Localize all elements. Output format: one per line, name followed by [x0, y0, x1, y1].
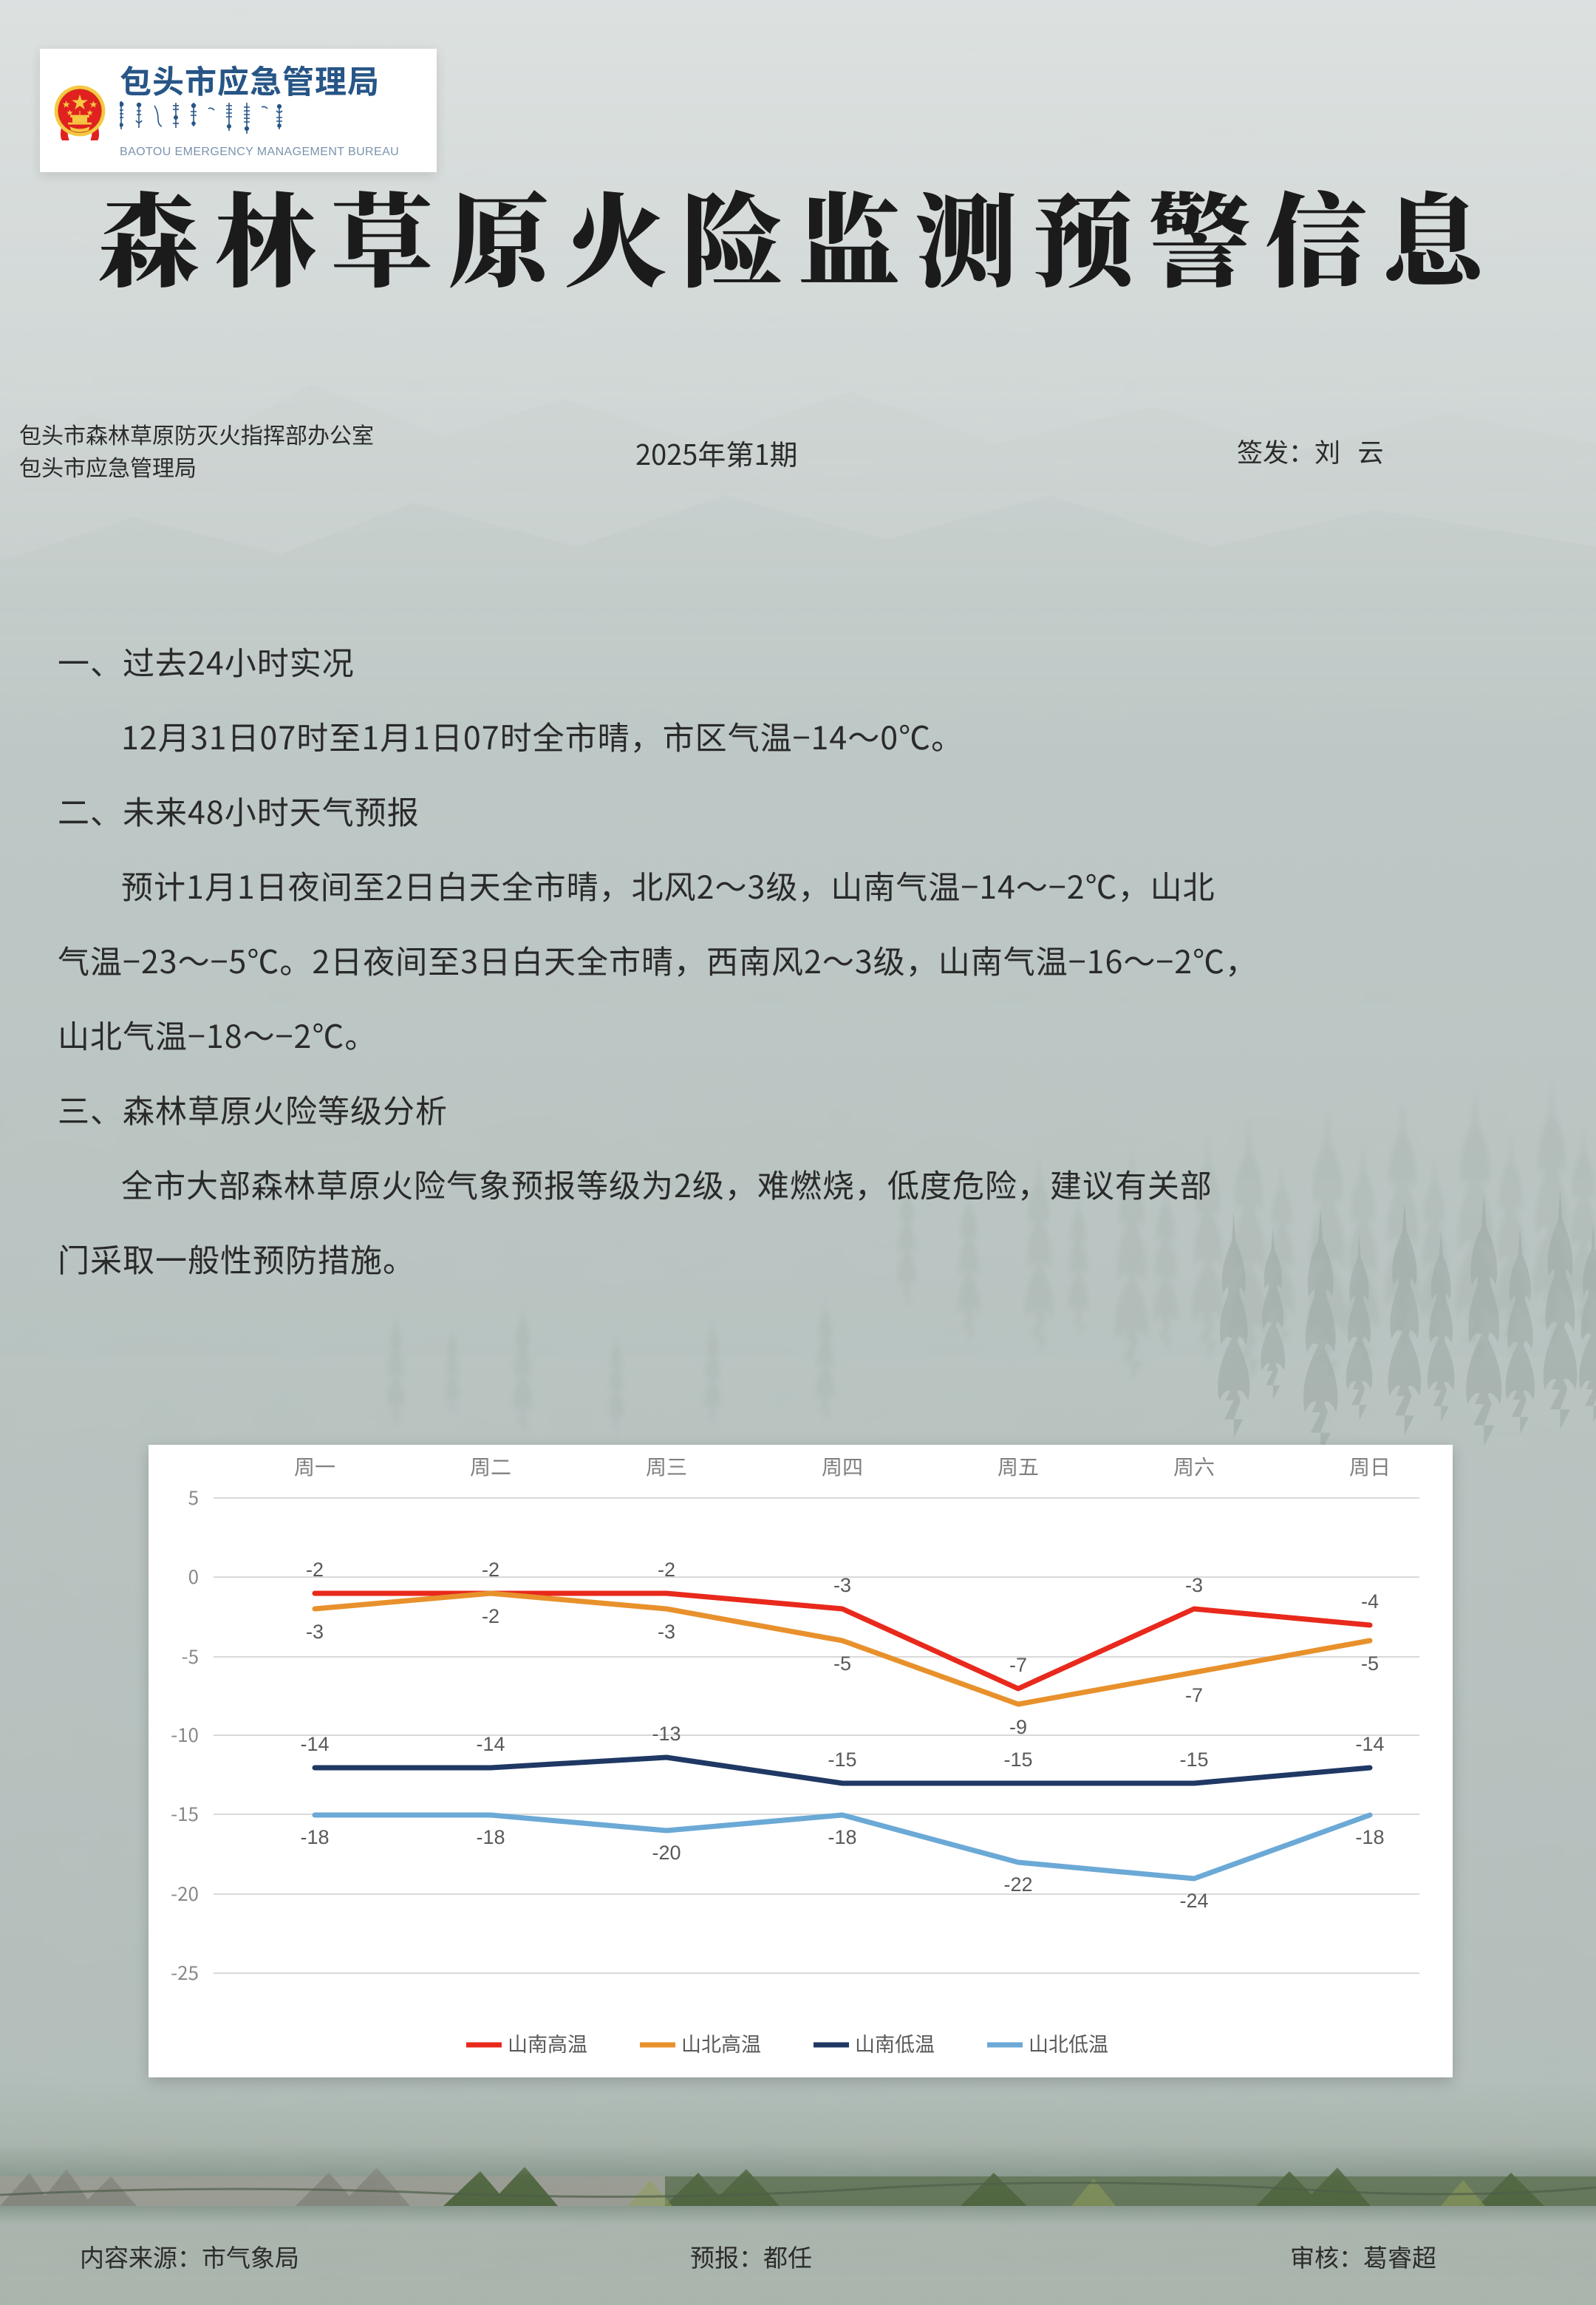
- svg-text:-14: -14: [300, 1733, 329, 1755]
- svg-text:-3: -3: [658, 1621, 675, 1643]
- svg-text:0: 0: [188, 1562, 199, 1590]
- svg-text:-3: -3: [1185, 1574, 1203, 1596]
- svg-text:-22: -22: [1003, 1873, 1032, 1896]
- svg-text:-3: -3: [833, 1574, 851, 1596]
- svg-text:-13: -13: [652, 1723, 681, 1745]
- svg-text:周日: 周日: [1349, 1451, 1391, 1481]
- svg-text:-20: -20: [171, 1879, 199, 1907]
- svg-text:-5: -5: [1361, 1652, 1379, 1675]
- svg-text:-4: -4: [1361, 1590, 1379, 1613]
- svg-text:-15: -15: [171, 1800, 199, 1827]
- svg-text:-7: -7: [1009, 1654, 1027, 1676]
- svg-text:-9: -9: [1009, 1716, 1027, 1738]
- svg-text:-10: -10: [171, 1720, 199, 1748]
- svg-text:-14: -14: [476, 1733, 505, 1755]
- svg-text:-5: -5: [833, 1652, 851, 1675]
- svg-text:山南高温: 山南高温: [508, 2029, 587, 2057]
- svg-text:山北高温: 山北高温: [681, 2029, 761, 2057]
- svg-text:-15: -15: [1003, 1749, 1032, 1771]
- svg-text:5: 5: [188, 1483, 199, 1511]
- svg-text:-24: -24: [1179, 1890, 1208, 1912]
- svg-text:-18: -18: [828, 1826, 856, 1848]
- svg-text:-15: -15: [828, 1749, 856, 1771]
- svg-text:周三: 周三: [646, 1451, 687, 1481]
- svg-text:周四: 周四: [822, 1451, 863, 1481]
- svg-text:山北低温: 山北低温: [1029, 2029, 1108, 2057]
- svg-text:-2: -2: [658, 1559, 675, 1581]
- svg-text:-7: -7: [1185, 1684, 1203, 1706]
- svg-text:-15: -15: [1179, 1749, 1208, 1771]
- svg-text:-3: -3: [306, 1621, 324, 1643]
- svg-text:-18: -18: [476, 1826, 505, 1848]
- svg-text:-2: -2: [306, 1559, 324, 1581]
- svg-text:周六: 周六: [1173, 1451, 1215, 1481]
- svg-text:周五: 周五: [998, 1451, 1039, 1481]
- svg-text:-20: -20: [652, 1842, 681, 1864]
- svg-text:-18: -18: [300, 1826, 329, 1848]
- svg-text:周二: 周二: [470, 1451, 511, 1481]
- svg-text:-18: -18: [1355, 1826, 1384, 1848]
- svg-text:-25: -25: [171, 1958, 199, 1986]
- svg-text:-14: -14: [1355, 1733, 1384, 1755]
- svg-text:-2: -2: [482, 1605, 499, 1627]
- svg-text:-5: -5: [182, 1642, 199, 1669]
- svg-text:山南低温: 山南低温: [855, 2029, 935, 2057]
- svg-text:周一: 周一: [294, 1451, 335, 1481]
- svg-text:-2: -2: [482, 1559, 499, 1581]
